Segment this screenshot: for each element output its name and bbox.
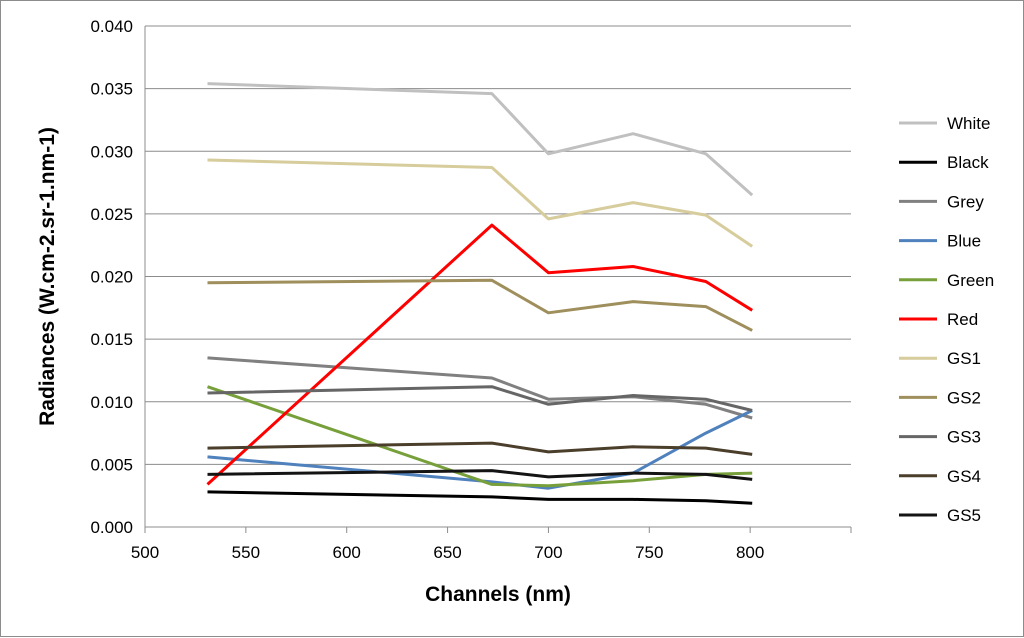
legend-label: Grey	[947, 192, 984, 211]
legend-label: GS1	[947, 349, 981, 368]
y-tick-label: 0.020	[90, 268, 133, 287]
series-line-white	[207, 82, 754, 197]
y-tick-label: 0.000	[90, 518, 133, 537]
legend-label: Blue	[947, 232, 981, 251]
legend-label: GS4	[947, 467, 981, 486]
x-tick-label: 600	[333, 543, 361, 562]
series-lines	[206, 82, 754, 505]
y-tick-label: 0.025	[90, 205, 133, 224]
x-tick-label: 500	[131, 543, 159, 562]
series-line-gs1	[207, 158, 754, 248]
series-line-gs2	[207, 278, 753, 332]
series-line-grey	[207, 356, 753, 420]
x-tick-label: 550	[232, 543, 260, 562]
x-axis-title: Channels (nm)	[425, 583, 571, 606]
legend-label: Red	[947, 310, 978, 329]
legend-label: White	[947, 114, 990, 133]
y-tick-label: 0.015	[90, 330, 133, 349]
y-tick-label: 0.035	[90, 80, 133, 99]
x-tick-label: 750	[635, 543, 663, 562]
y-tick-label: 0.005	[90, 455, 133, 474]
series-line-blue	[207, 409, 753, 490]
series-line-gs4	[207, 441, 753, 456]
y-tick-label: 0.010	[90, 393, 133, 412]
axes	[144, 26, 852, 533]
tick-labels: 0.000 0.005 0.010 0.015 0.020 0.025 0.030 0.035…	[90, 17, 764, 562]
series-line-red	[206, 223, 753, 486]
series-line-gs5	[207, 469, 753, 481]
x-tick-label: 700	[534, 543, 562, 562]
y-tick-label: 0.030	[90, 142, 133, 161]
legend-label: GS5	[947, 506, 981, 525]
series-line-gs3	[207, 385, 753, 412]
legend-label: GS2	[947, 388, 981, 407]
x-tick-label: 800	[736, 543, 764, 562]
y-tick-label: 0.040	[90, 17, 133, 36]
legend-label: Green	[947, 271, 994, 290]
legend-label: Black	[947, 153, 989, 172]
y-axis-title: Radiances (W.cm-2.sr-1.nm-1)	[36, 127, 59, 426]
gridlines	[145, 25, 851, 528]
legend: White Black Grey Blue Green Red GS1 GS2 GS3 GS4 GS…	[899, 114, 994, 525]
series-line-black	[207, 490, 753, 505]
x-tick-label: 650	[433, 543, 461, 562]
legend-label: GS3	[947, 428, 981, 447]
